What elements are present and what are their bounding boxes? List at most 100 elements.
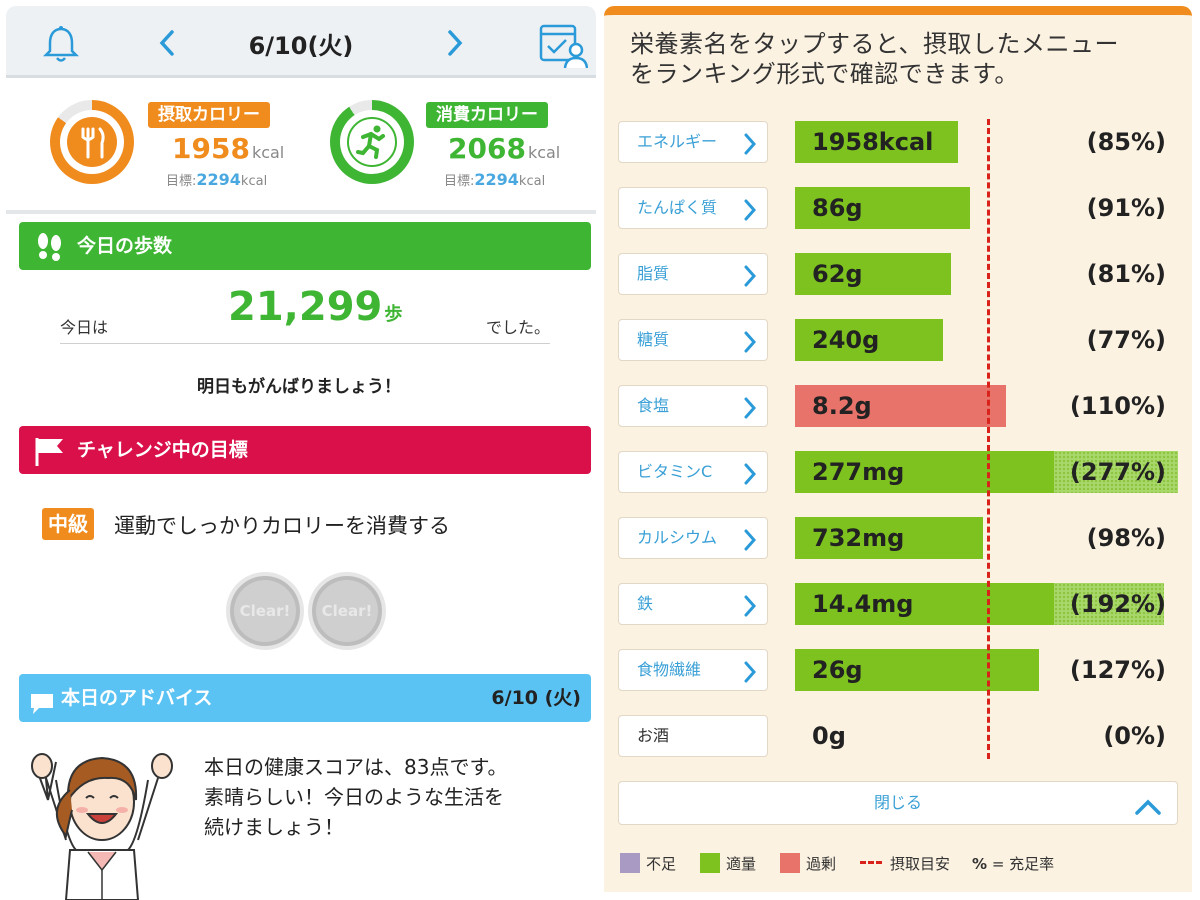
nutrient-bar — [795, 649, 1039, 691]
speech-bubble-icon — [29, 686, 55, 734]
nutrient-percent: (0%) — [1103, 722, 1166, 750]
intake-calorie-label: 摂取カロリー — [148, 102, 270, 128]
chevron-right-icon — [741, 461, 759, 501]
chevron-right-icon — [741, 131, 759, 171]
legend-excess: 過剰 — [780, 853, 836, 874]
daily-summary-panel: 6/10(火) 摂取カロリー 1958 kcal 目標:2294kcal — [0, 0, 598, 900]
footprints-icon — [33, 232, 67, 280]
steps-section-header: 今日の歩数 — [19, 222, 591, 270]
burned-calorie-value: 2068 kcal — [448, 132, 561, 165]
nutrient-percent: (85%) — [1086, 128, 1166, 156]
nutrient-row: 糖質 240g (77%) — [604, 315, 1192, 365]
nutrient-row: 食物繊維 26g (127%) — [604, 645, 1192, 695]
chevron-right-icon — [741, 197, 759, 237]
nutrient-name: 食物繊維 — [637, 660, 702, 679]
nutrient-percent: (98%) — [1086, 524, 1166, 552]
nutrient-row: エネルギー 1958kcal (85%) — [604, 117, 1192, 167]
running-person-icon — [347, 117, 397, 167]
nutrient-row: たんぱく質 86g (91%) — [604, 183, 1192, 233]
nutrient-row: カルシウム 732mg (98%) — [604, 513, 1192, 563]
nutrient-name: ビタミンC — [637, 462, 713, 481]
nutrient-row: お酒 0g (0%) — [604, 711, 1192, 761]
nutrient-bar — [795, 253, 951, 295]
next-day-chevron-icon[interactable] — [444, 28, 466, 62]
burned-calorie-label: 消費カロリー — [426, 102, 548, 128]
chevron-right-icon — [741, 329, 759, 369]
close-button[interactable]: 閉じる — [618, 781, 1178, 825]
steps-suffix: でした。 — [485, 318, 550, 337]
clear-stamp-1: Clear! — [226, 572, 304, 650]
steps-section-title: 今日の歩数 — [77, 235, 173, 257]
legend-guide: 摂取目安 — [860, 853, 950, 874]
previous-day-chevron-icon[interactable] — [156, 28, 178, 62]
nutrient-amount: 26g — [812, 656, 863, 684]
nutrient-row: 鉄 14.4mg (192%) — [604, 579, 1192, 629]
challenge-section-header: チャレンジ中の目標 — [19, 426, 591, 474]
challenge-level-badge: 中級 — [42, 508, 94, 540]
nutrient-name-button[interactable]: 食物繊維 — [618, 649, 768, 691]
intake-calorie-target: 目標:2294kcal — [166, 170, 268, 189]
nutrient-percent: (77%) — [1086, 326, 1166, 354]
nutrient-bar — [795, 385, 1007, 427]
advice-section-title: 本日のアドバイス — [61, 687, 213, 709]
advice-message: 本日の健康スコアは、83点です。 素晴らしい！今日のような生活を 続けましょう！ — [204, 755, 508, 839]
nutrient-amount: 1958kcal — [812, 128, 934, 156]
nutrient-row: ビタミンC 277mg (277%) — [604, 447, 1192, 497]
advice-section-header: 本日のアドバイス 6/10 (火) — [19, 674, 591, 722]
nutrient-bar — [795, 187, 970, 229]
nutrient-amount: 86g — [812, 194, 863, 222]
chevron-right-icon — [741, 527, 759, 567]
nutrient-bar-overflow — [1054, 451, 1178, 493]
nutrient-amount: 0g — [812, 722, 846, 750]
nutrient-amount: 8.2g — [812, 392, 872, 420]
nutrient-percent: (81%) — [1086, 260, 1166, 288]
nutrient-name-button[interactable]: エネルギー — [618, 121, 768, 163]
nutrient-percent: (91%) — [1086, 194, 1166, 222]
date-navigation-bar: 6/10(火) — [6, 6, 596, 78]
nutrient-percent: (277%) — [1069, 458, 1166, 486]
nutrient-name-button[interactable]: 脂質 — [618, 253, 768, 295]
nutrient-bar — [795, 121, 959, 163]
legend-adequate: 適量 — [700, 853, 756, 874]
nutrient-name: 食塩 — [637, 396, 670, 415]
clear-stamp-2: Clear! — [308, 572, 386, 650]
nutrient-amount: 240g — [812, 326, 880, 354]
bell-icon[interactable] — [42, 24, 80, 68]
intake-calorie-value: 1958 kcal — [172, 132, 285, 165]
nutrient-name: お酒 — [637, 726, 670, 745]
cheering-woman-illustration — [26, 740, 186, 900]
nutrient-name-button[interactable]: 鉄 — [618, 583, 768, 625]
legend-percent: % = 充足率 — [972, 855, 1055, 873]
nutrient-percent: (110%) — [1069, 392, 1166, 420]
nutrient-amount: 14.4mg — [812, 590, 914, 618]
nutrient-name: 鉄 — [637, 594, 654, 613]
chart-legend: 不足 適量 過剰 摂取目安 % = 充足率 — [620, 853, 1180, 877]
nutrient-bar — [795, 451, 1055, 493]
nutrient-percent: (127%) — [1069, 656, 1166, 684]
nutrient-name-button[interactable]: カルシウム — [618, 517, 768, 559]
nutrient-name-button[interactable]: 食塩 — [618, 385, 768, 427]
nutrition-instruction: 栄養素名をタップすると、摂取したメニュー をランキング形式で確認できます。 — [630, 30, 1120, 88]
legend-short: 不足 — [620, 853, 676, 874]
burned-calorie-gauge[interactable] — [330, 100, 414, 184]
calendar-profile-icon[interactable] — [538, 20, 589, 74]
advice-date: 6/10 (火) — [491, 687, 581, 709]
calorie-summary: 摂取カロリー 1958 kcal 目標:2294kcal 消費カロリー 2068 k… — [6, 78, 596, 214]
header-divider — [6, 75, 596, 78]
nutrient-name: カルシウム — [637, 528, 718, 547]
intake-calorie-gauge[interactable] — [50, 100, 134, 184]
nutrient-amount: 732mg — [812, 524, 905, 552]
nutrient-amount: 62g — [812, 260, 863, 288]
steps-count-row: 今日は 21,299 歩 でした。 — [60, 284, 550, 344]
chevron-up-icon — [1133, 792, 1163, 834]
chevron-right-icon — [741, 395, 759, 435]
nutrient-row: 脂質 62g (81%) — [604, 249, 1192, 299]
nutrient-name-button[interactable]: たんぱく質 — [618, 187, 768, 229]
nutrient-bar — [795, 517, 984, 559]
steps-prefix: 今日は — [60, 318, 109, 337]
nutrient-name-button[interactable]: お酒 — [618, 715, 768, 757]
nutrient-name: たんぱく質 — [637, 198, 718, 217]
nutrient-name-button[interactable]: 糖質 — [618, 319, 768, 361]
nutrient-name-button[interactable]: ビタミンC — [618, 451, 768, 493]
nutrient-name: 糖質 — [637, 330, 670, 349]
